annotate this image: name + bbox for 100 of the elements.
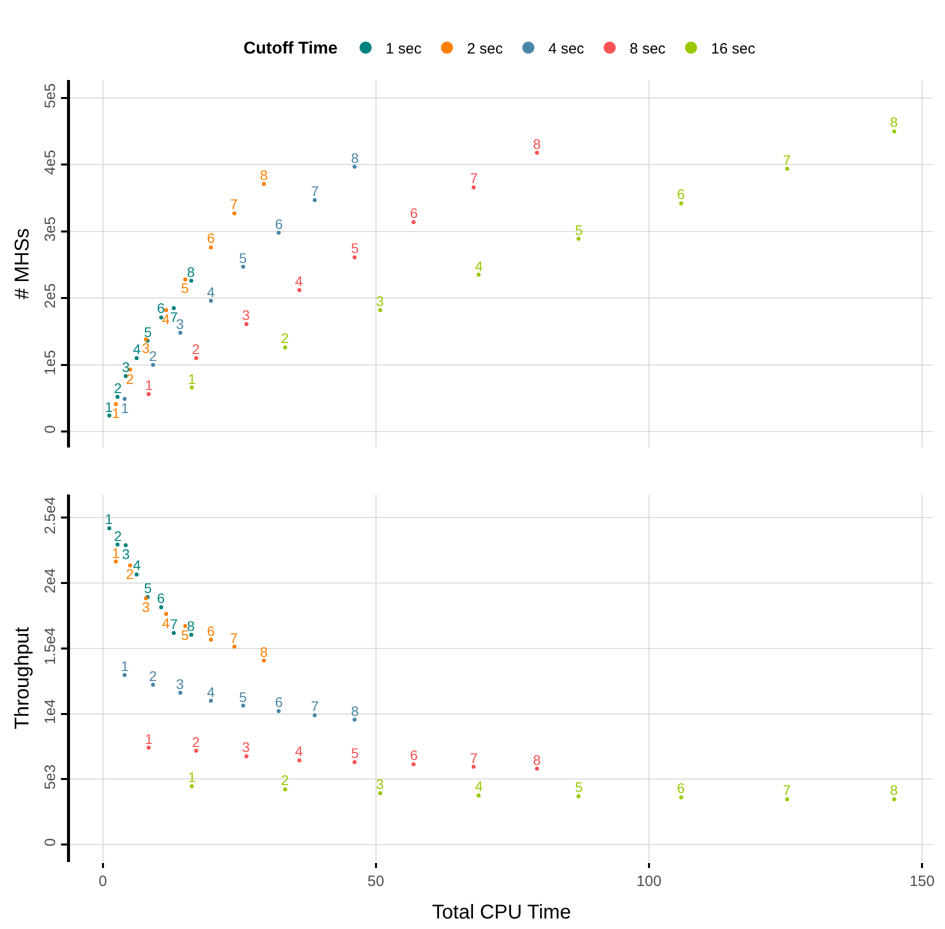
point (208, 298, 213, 303)
point (151, 682, 156, 687)
annotation: 2 (114, 380, 122, 396)
point (476, 272, 481, 277)
point (190, 386, 194, 390)
annotation: 5 (239, 689, 247, 705)
annotation: 8 (260, 644, 268, 660)
point (178, 330, 182, 335)
point (159, 605, 164, 610)
point (312, 713, 317, 718)
annotation: 4 (207, 284, 215, 300)
annotation: 5 (144, 580, 152, 596)
point (208, 638, 213, 642)
point (892, 797, 896, 802)
annotation: 8 (890, 782, 898, 798)
annotation: 7 (783, 152, 791, 168)
point (412, 220, 416, 224)
annotation: 7 (311, 698, 319, 714)
legend-label: 2 sec (466, 40, 504, 58)
point (283, 787, 288, 792)
point (892, 129, 896, 134)
point (679, 795, 684, 800)
point (178, 690, 182, 695)
point (576, 794, 581, 798)
annotation: 4 (295, 743, 303, 759)
point (472, 764, 476, 769)
point (352, 760, 357, 764)
y-axis-title: Throughput (12, 626, 34, 730)
point (352, 718, 357, 722)
legend-label: 8 sec (630, 40, 666, 58)
annotation: 6 (207, 623, 215, 639)
x-axis-title: Total CPU Time (432, 902, 571, 924)
annotation: 7 (230, 196, 238, 212)
annotation: 6 (157, 300, 165, 316)
x-tick-label: 50 (368, 873, 384, 890)
annotation: 4 (162, 615, 170, 631)
y-tick-label: 1e5 (42, 350, 59, 376)
annotation: 2 (192, 734, 200, 750)
point (535, 150, 539, 155)
annotation: 5 (575, 222, 583, 238)
point (241, 704, 246, 708)
annotation: 3 (176, 316, 184, 332)
point (679, 201, 684, 206)
annotation: 7 (170, 309, 178, 325)
point (172, 306, 176, 310)
annotation: 8 (533, 752, 541, 768)
point (116, 394, 120, 399)
annotation: 1 (112, 405, 120, 421)
annotation: 2 (126, 566, 134, 582)
legend-label: 4 sec (548, 40, 585, 58)
annotation: 2 (114, 528, 122, 544)
x-tick-label: 100 (636, 873, 662, 890)
point (172, 631, 176, 636)
annotation: 1 (188, 371, 196, 387)
y-tick-label: 2e5 (42, 283, 59, 308)
annotation: 4 (295, 273, 303, 289)
point (472, 185, 476, 190)
annotation: 3 (176, 676, 184, 692)
point (116, 542, 120, 547)
annotation: 5 (351, 745, 359, 761)
point (232, 211, 236, 216)
point (114, 560, 118, 564)
legend-label: 1 sec (386, 40, 422, 58)
legend-title: Cutoff Time (244, 38, 338, 58)
annotation: 2 (149, 348, 157, 364)
annotation: 2 (192, 341, 200, 357)
annotation: 1 (188, 769, 196, 785)
annotation: 2 (149, 668, 157, 684)
annotation: 7 (470, 750, 478, 766)
annotation: 4 (475, 258, 483, 274)
annotation: 8 (351, 703, 359, 719)
annotation: 7 (783, 782, 791, 798)
point (244, 754, 248, 758)
point (576, 236, 581, 241)
point (146, 392, 151, 396)
legend-label: 16 sec (711, 40, 756, 58)
y-tick-label: 0 (42, 838, 59, 847)
y-tick-label: 1e4 (42, 699, 59, 724)
point (262, 182, 266, 186)
point (232, 644, 236, 649)
annotation: 5 (239, 250, 247, 266)
point (276, 709, 281, 714)
annotation: 6 (207, 230, 215, 246)
annotation: 2 (281, 772, 289, 788)
annotation: 3 (376, 293, 384, 309)
point (262, 658, 266, 663)
y-tick-label: 3e5 (42, 216, 59, 242)
point (244, 322, 248, 326)
annotation: 1 (145, 377, 153, 393)
annotation: 5 (575, 779, 583, 795)
point (114, 402, 118, 406)
point (276, 230, 281, 235)
point (151, 362, 156, 367)
point (535, 766, 539, 771)
annotation: 5 (144, 324, 152, 340)
point (124, 543, 128, 548)
point (134, 572, 139, 576)
annotation: 1 (105, 511, 113, 527)
annotation: 5 (181, 627, 189, 643)
y-tick-label: 1.5e4 (42, 627, 59, 666)
